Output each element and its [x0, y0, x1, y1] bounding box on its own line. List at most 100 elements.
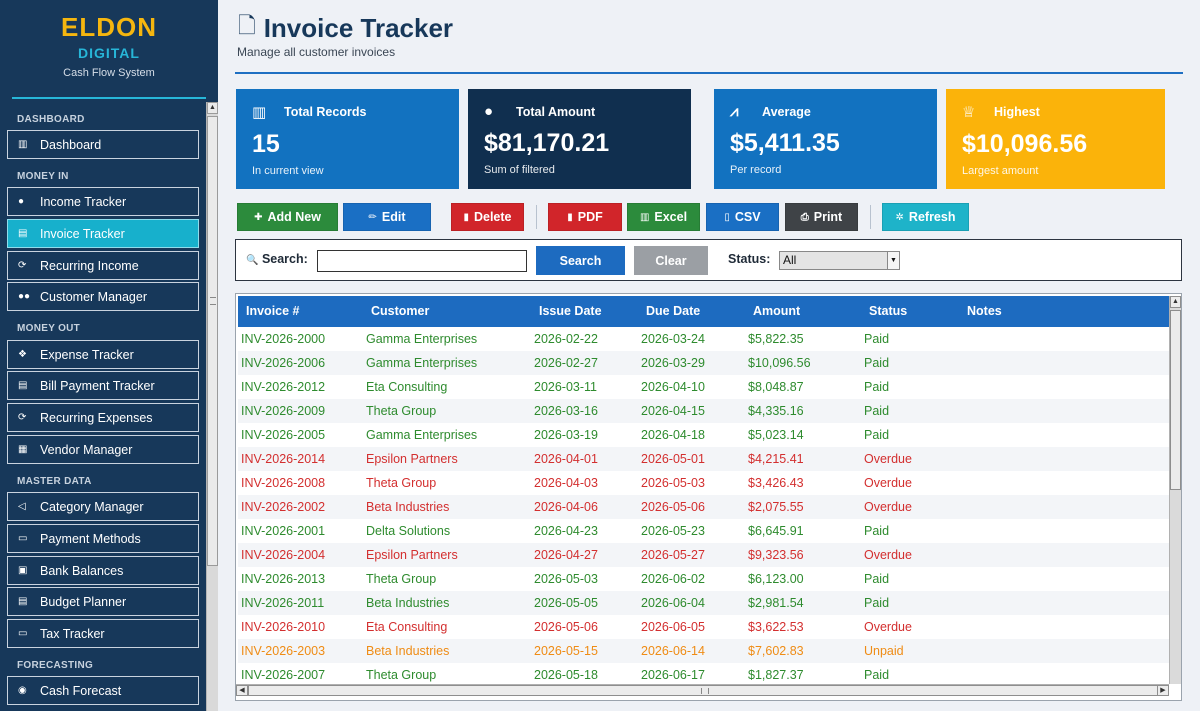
table-row[interactable]: INV-2026-2012 Eta Consulting 2026-03-11 202…: [238, 375, 1169, 399]
sidebar-item-category-manager[interactable]: ◁ Category Manager: [7, 492, 199, 521]
sidebar-item-recurring-expenses[interactable]: ⟳ Recurring Expenses: [7, 403, 199, 432]
sidebar-item-label: Vendor Manager: [40, 442, 133, 457]
sidebar-scrollbar[interactable]: ▲: [206, 102, 218, 711]
search-button[interactable]: Search: [536, 246, 625, 275]
button-label: Edit: [381, 210, 406, 224]
amount-cell: $4,215.41: [748, 452, 804, 466]
sidebar-item-recurring-income[interactable]: ⟳ Recurring Income: [7, 251, 199, 280]
sidebar-item-income-tracker[interactable]: ● Income Tracker: [7, 187, 199, 216]
sidebar-item-customer-manager[interactable]: ●● Customer Manager: [7, 282, 199, 311]
stat-card-highest: ♕ Highest $10,096.56 Largest amount: [946, 89, 1165, 189]
sidebar-item-dashboard[interactable]: ▥ Dashboard: [7, 130, 199, 159]
button-label: PDF: [577, 210, 603, 224]
sidebar-item-label: Tax Tracker: [40, 626, 105, 641]
table-row[interactable]: INV-2026-2014 Epsilon Partners 2026-04-01 2…: [238, 447, 1169, 471]
scroll-up-arrow-icon[interactable]: ▲: [207, 102, 218, 114]
sidebar-item-invoice-tracker[interactable]: ▤ Invoice Tracker: [7, 219, 199, 248]
table-row[interactable]: INV-2026-2008 Theta Group 2026-04-03 2026-0…: [238, 471, 1169, 495]
scrollbar-thumb[interactable]: [207, 116, 218, 566]
chevron-down-icon[interactable]: ▼: [887, 252, 899, 269]
title-divider: [235, 72, 1183, 74]
table-horizontal-scrollbar[interactable]: ◀ ▶: [236, 684, 1169, 696]
plus-icon: ✚: [254, 211, 263, 223]
table-vertical-scrollbar[interactable]: ▲: [1169, 296, 1181, 684]
stat-card-value: $10,096.56: [962, 130, 1088, 158]
amount-cell: $2,075.55: [748, 500, 804, 514]
status-cell: Paid: [864, 380, 890, 394]
status-cell: Paid: [864, 428, 890, 442]
edit-button[interactable]: ✏ Edit: [343, 203, 431, 231]
table-row[interactable]: INV-2026-2007 Theta Group 2026-05-18 2026-0…: [238, 663, 1169, 687]
clear-button[interactable]: Clear: [634, 246, 708, 275]
sidebar-item-expense-tracker[interactable]: ❖ Expense Tracker: [7, 340, 199, 369]
toolbar-separator: [870, 205, 871, 229]
status-cell: Unpaid: [864, 644, 904, 658]
status-filter-label: Status:: [728, 252, 771, 266]
invoice-number-cell: INV-2026-2002: [241, 500, 326, 514]
sidebar-item-payment-methods[interactable]: ▭ Payment Methods: [7, 524, 199, 553]
column-header[interactable]: Amount: [753, 304, 801, 318]
due-date-cell: 2026-05-06: [641, 500, 705, 514]
sidebar-item-tax-tracker[interactable]: ▭ Tax Tracker: [7, 619, 199, 648]
scroll-right-arrow-icon[interactable]: ▶: [1157, 685, 1169, 696]
stat-card-total-records: ▥ Total Records 15 In current view: [236, 89, 459, 189]
column-header[interactable]: Due Date: [646, 304, 701, 318]
table-row[interactable]: INV-2026-2000 Gamma Enterprises 2026-02-22…: [238, 327, 1169, 351]
sidebar-item-cash-forecast[interactable]: ◉ Cash Forecast: [7, 676, 199, 705]
brand-divider: [12, 97, 206, 99]
scrollbar-thumb[interactable]: [1170, 310, 1181, 490]
issue-date-cell: 2026-04-27: [534, 548, 598, 562]
customer-name-cell: Delta Solutions: [366, 524, 451, 538]
table-row[interactable]: INV-2026-2006 Gamma Enterprises 2026-02-27…: [238, 351, 1169, 375]
issue-date-cell: 2026-04-03: [534, 476, 598, 490]
scroll-left-arrow-icon[interactable]: ◀: [236, 685, 248, 696]
money-bag-icon: ●: [18, 196, 25, 207]
table-row[interactable]: INV-2026-2013 Theta Group 2026-05-03 2026-0…: [238, 567, 1169, 591]
delete-button[interactable]: ▮ Delete: [451, 203, 524, 231]
column-header[interactable]: Customer: [371, 304, 430, 318]
sidebar: ELDON DIGITAL Cash Flow System DASHBOARD…: [0, 0, 218, 711]
customer-name-cell: Eta Consulting: [366, 380, 448, 394]
table-row[interactable]: INV-2026-2005 Gamma Enterprises 2026-03-19…: [238, 423, 1169, 447]
excel-button[interactable]: ▥ Excel: [627, 203, 700, 231]
column-header[interactable]: Status: [869, 304, 908, 318]
pdf-button[interactable]: ▮ PDF: [548, 203, 622, 231]
sidebar-item-bill-payment-tracker[interactable]: ▤ Bill Payment Tracker: [7, 371, 199, 400]
search-input[interactable]: [317, 250, 527, 272]
customer-name-cell: Epsilon Partners: [366, 548, 458, 562]
column-header[interactable]: Invoice #: [246, 304, 300, 318]
column-header[interactable]: Issue Date: [539, 304, 602, 318]
status-cell: Paid: [864, 332, 890, 346]
money-bag-icon: ●: [484, 103, 494, 120]
table-row[interactable]: INV-2026-2002 Beta Industries 2026-04-06 20…: [238, 495, 1169, 519]
table-row[interactable]: INV-2026-2001 Delta Solutions 2026-04-23 20…: [238, 519, 1169, 543]
table-row[interactable]: INV-2026-2011 Beta Industries 2026-05-05 20…: [238, 591, 1169, 615]
customer-name-cell: Theta Group: [366, 404, 437, 418]
print-button[interactable]: ⎙ Print: [785, 203, 858, 231]
sidebar-item-label: Invoice Tracker: [40, 226, 125, 241]
status-cell: Paid: [864, 572, 890, 586]
invoice-number-cell: INV-2026-2001: [241, 524, 326, 538]
amount-cell: $7,602.83: [748, 644, 804, 658]
table-row[interactable]: INV-2026-2009 Theta Group 2026-03-16 2026-0…: [238, 399, 1169, 423]
document-icon: 🗋: [238, 13, 256, 38]
table-row[interactable]: INV-2026-2004 Epsilon Partners 2026-04-27 2…: [238, 543, 1169, 567]
sidebar-item-bank-balances[interactable]: ▣ Bank Balances: [7, 556, 199, 585]
scroll-up-arrow-icon[interactable]: ▲: [1170, 296, 1181, 308]
sidebar-item-label: Cash Forecast: [40, 683, 122, 698]
stat-card-total-amount: ● Total Amount $81,170.21 Sum of filtered: [468, 89, 691, 189]
scrollbar-thumb[interactable]: [248, 685, 1160, 696]
sidebar-item-vendor-manager[interactable]: ▦ Vendor Manager: [7, 435, 199, 464]
csv-button[interactable]: ▯ CSV: [706, 203, 779, 231]
budget-icon: ▤: [18, 596, 28, 607]
status-filter-select[interactable]: All ▼: [779, 251, 900, 270]
refresh-button[interactable]: ✲ Refresh: [882, 203, 969, 231]
column-header[interactable]: Notes: [967, 304, 1002, 318]
add-new-button[interactable]: ✚ Add New: [237, 203, 338, 231]
recurring-icon: ⟳: [18, 260, 27, 271]
table-row[interactable]: INV-2026-2010 Eta Consulting 2026-05-06 202…: [238, 615, 1169, 639]
search-icon: 🔍: [246, 255, 259, 266]
sidebar-item-budget-planner[interactable]: ▤ Budget Planner: [7, 587, 199, 616]
table-row[interactable]: INV-2026-2003 Beta Industries 2026-05-15 20…: [238, 639, 1169, 663]
sidebar-section-label: MASTER DATA: [17, 476, 92, 487]
